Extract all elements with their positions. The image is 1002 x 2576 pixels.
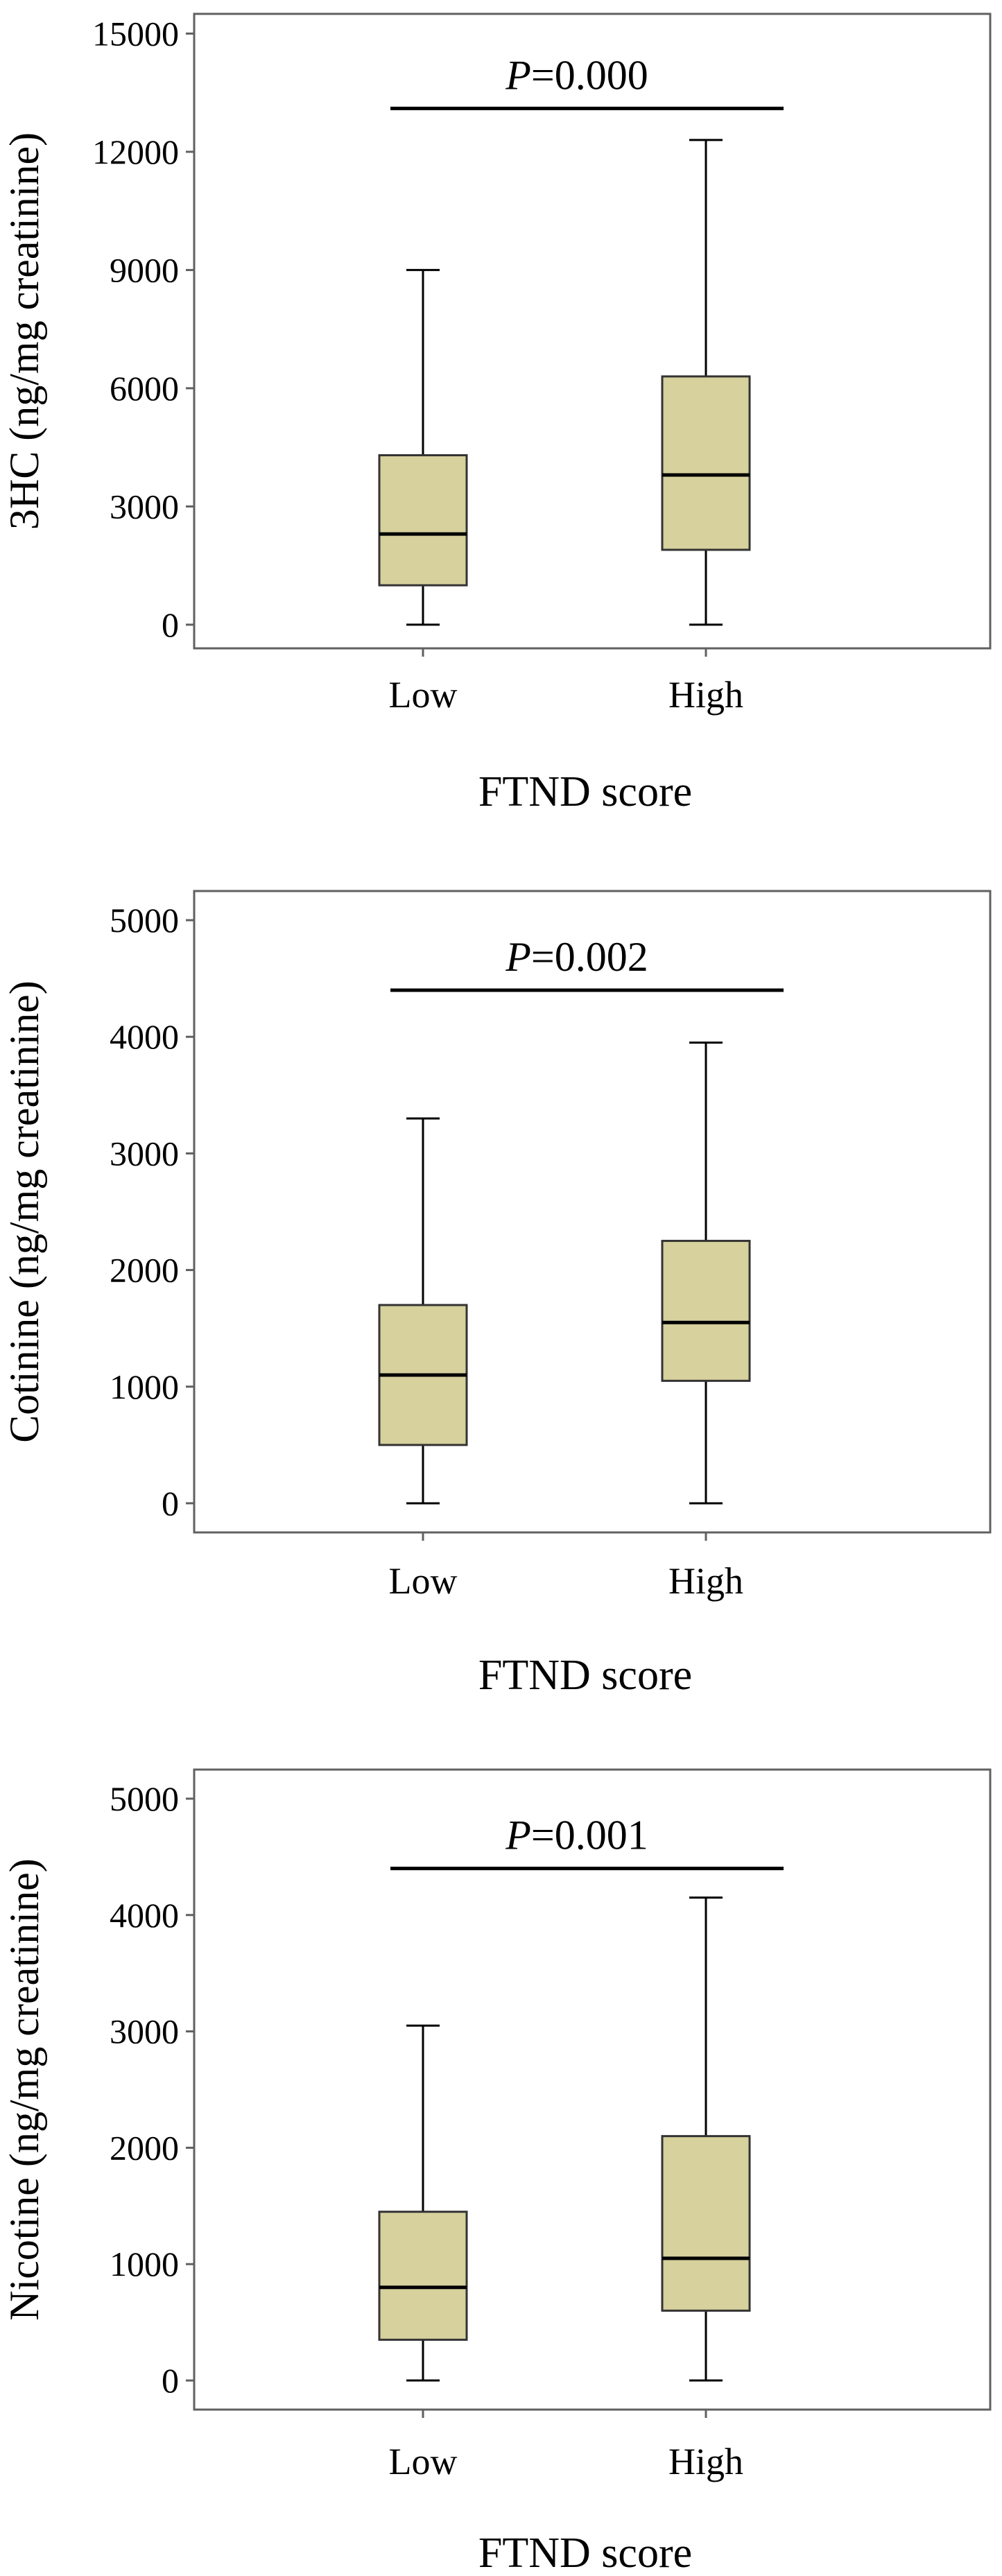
chart-panel-1: 0 3000 6000 9000 12000 15000 Low High FTND score… bbox=[1, 12, 992, 815]
y-axis-title: Nicotine (ng/mg creatinine) bbox=[1, 1858, 47, 2320]
plot-frame bbox=[193, 1768, 992, 2411]
y-tick-label: 15000 bbox=[92, 14, 179, 53]
y-tick-label: 1000 bbox=[110, 2245, 179, 2283]
p-value-label: P=0.002 bbox=[505, 934, 648, 980]
x-category-label: Low bbox=[389, 1560, 458, 1602]
box-high bbox=[661, 1041, 751, 1505]
x-axis-title: FTND score bbox=[478, 2530, 692, 2576]
box-high bbox=[661, 1896, 751, 2382]
y-tick-label: 2000 bbox=[110, 1251, 179, 1290]
y-tick-label: 0 bbox=[162, 1484, 179, 1523]
y-tick-label: 1000 bbox=[110, 1367, 179, 1406]
p-value: =0.000 bbox=[531, 52, 648, 98]
chart-panel-2: 0 1000 2000 3000 4000 5000 Low High FTND score Co… bbox=[1, 890, 992, 1699]
box-high bbox=[661, 139, 751, 626]
x-axis-title: FTND score bbox=[478, 1652, 692, 1699]
box-iqr bbox=[661, 2135, 751, 2312]
y-tick-label: 3000 bbox=[110, 1134, 179, 1173]
x-category-label: High bbox=[668, 2441, 743, 2482]
box-iqr bbox=[661, 375, 751, 551]
x-category-label: Low bbox=[389, 674, 458, 716]
y-tick-label: 12000 bbox=[92, 132, 179, 171]
p-value-label: P=0.001 bbox=[505, 1813, 648, 1858]
y-tick-label: 0 bbox=[162, 2361, 179, 2400]
y-tick-label: 4000 bbox=[110, 1017, 179, 1056]
box-low bbox=[378, 1117, 468, 1505]
p-symbol: P bbox=[505, 934, 531, 980]
y-axis-title: Cotinine (ng/mg creatinine) bbox=[1, 980, 47, 1442]
x-axis-title: FTND score bbox=[478, 768, 692, 815]
y-axis-title: 3HC (ng/mg creatinine) bbox=[1, 132, 47, 530]
y-tick-label: 3000 bbox=[110, 2012, 179, 2051]
chart-panel-3: 0 1000 2000 3000 4000 5000 Low High FTND score Ni… bbox=[1, 1768, 992, 2576]
p-symbol: P bbox=[505, 52, 531, 98]
p-symbol: P bbox=[505, 1813, 531, 1858]
p-value-label: P=0.000 bbox=[505, 52, 648, 98]
y-tick-label: 0 bbox=[162, 605, 179, 644]
x-category-label: High bbox=[668, 674, 743, 716]
y-tick-label: 3000 bbox=[110, 487, 179, 526]
y-tick-label: 2000 bbox=[110, 2128, 179, 2167]
y-tick-label: 6000 bbox=[110, 369, 179, 408]
plot-frame bbox=[193, 890, 992, 1534]
box-iqr bbox=[378, 2211, 468, 2341]
box-iqr bbox=[378, 454, 468, 587]
y-tick-label: 4000 bbox=[110, 1896, 179, 1935]
x-category-label: Low bbox=[389, 2441, 458, 2482]
x-category-label: High bbox=[668, 1560, 743, 1602]
p-value: =0.001 bbox=[531, 1813, 648, 1858]
plot-frame bbox=[193, 12, 992, 650]
p-value: =0.002 bbox=[531, 934, 648, 980]
box-iqr bbox=[661, 1240, 751, 1382]
y-tick-label: 9000 bbox=[110, 250, 179, 289]
box-low bbox=[378, 2024, 468, 2382]
box-low bbox=[378, 268, 468, 626]
y-tick-label: 5000 bbox=[110, 1779, 179, 1818]
y-tick-label: 5000 bbox=[110, 901, 179, 940]
